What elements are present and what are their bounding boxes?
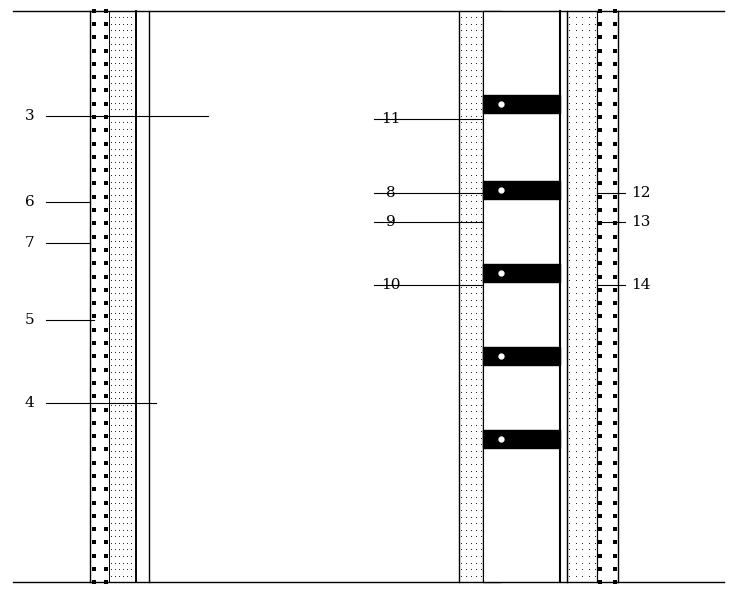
Text: 6: 6 [24,195,35,209]
Text: 12: 12 [632,186,651,200]
Text: 14: 14 [632,278,651,292]
Text: 11: 11 [381,111,400,126]
Text: 5: 5 [24,313,35,327]
Text: 10: 10 [381,278,400,292]
Text: 13: 13 [632,215,651,229]
Text: 3: 3 [24,109,35,123]
Text: 4: 4 [24,396,35,410]
Text: 8: 8 [385,186,396,200]
Text: 7: 7 [24,236,35,250]
Text: 9: 9 [385,215,396,229]
